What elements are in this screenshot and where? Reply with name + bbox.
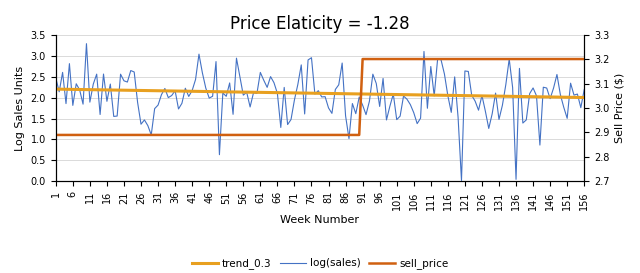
Title: Price Elaticity = -1.28: Price Elaticity = -1.28 bbox=[230, 15, 410, 33]
Y-axis label: Log Sales Units: Log Sales Units bbox=[15, 66, 25, 151]
Y-axis label: Sell Price ($): Sell Price ($) bbox=[615, 73, 625, 143]
Legend: trend_0.3, log(sales), sell_price: trend_0.3, log(sales), sell_price bbox=[188, 254, 452, 273]
X-axis label: Week Number: Week Number bbox=[280, 215, 360, 225]
